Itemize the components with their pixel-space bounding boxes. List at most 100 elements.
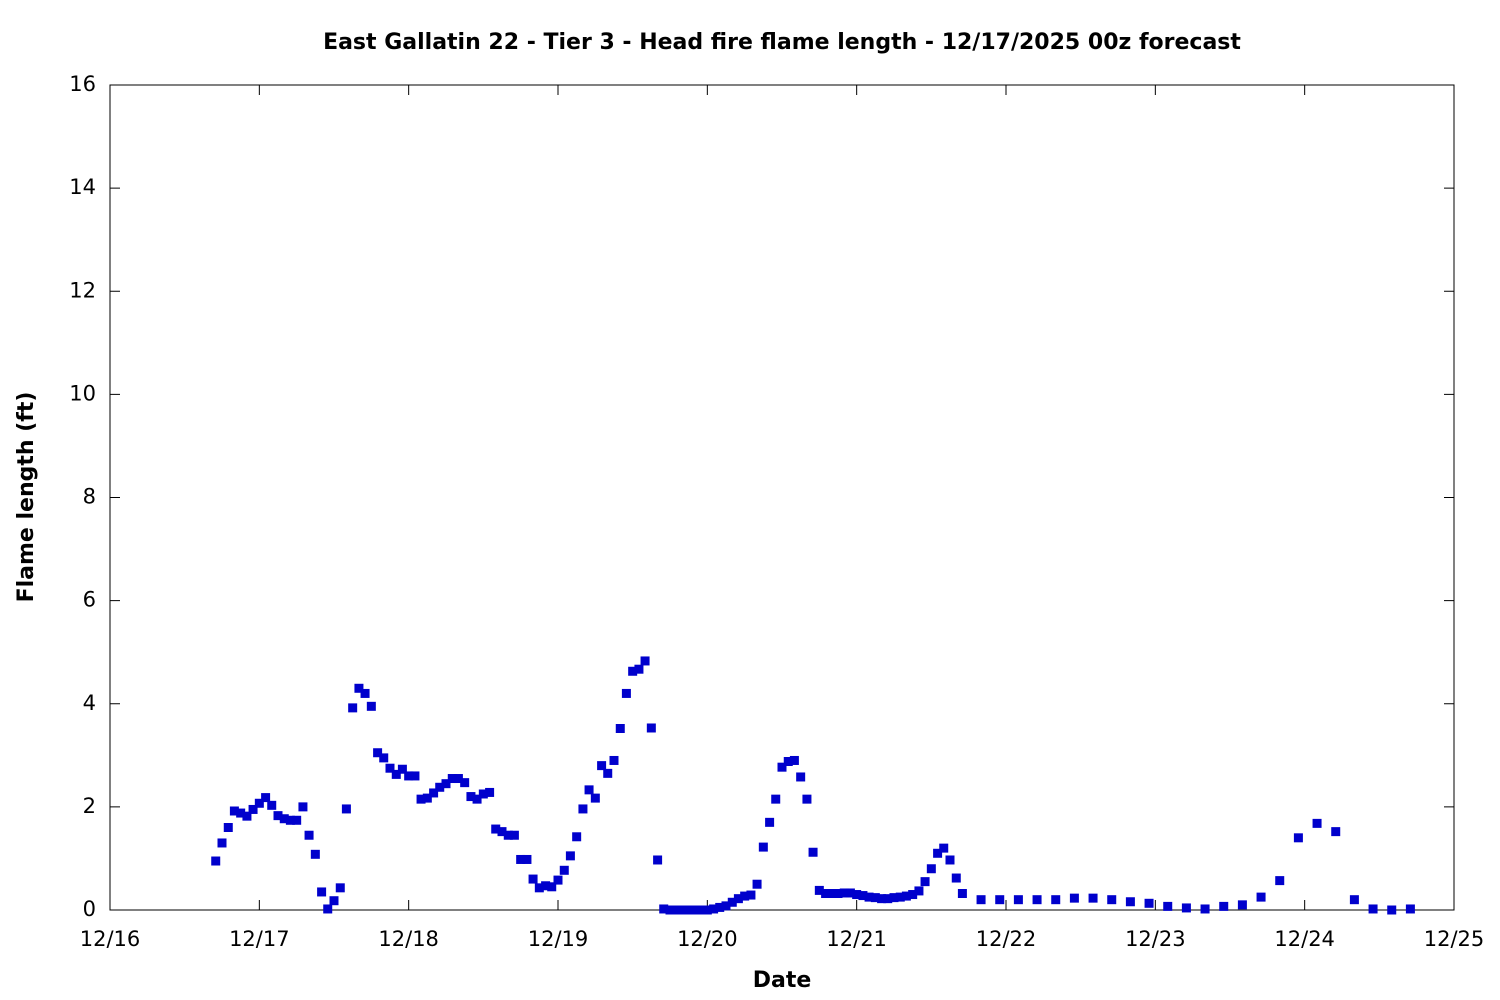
y-tick-label: 12 (69, 278, 96, 302)
data-point (254, 798, 264, 808)
data-point (236, 808, 246, 818)
data-point (385, 763, 395, 773)
data-point (522, 854, 532, 864)
data-point (534, 883, 544, 893)
data-point (335, 883, 345, 893)
data-point (516, 854, 526, 864)
data-point (304, 830, 314, 840)
data-point (740, 891, 750, 901)
data-point (447, 774, 457, 784)
x-tick-label: 12/18 (378, 927, 439, 951)
data-point (696, 905, 706, 915)
data-point (341, 804, 351, 814)
data-point (777, 762, 787, 772)
data-point (957, 889, 967, 898)
data-point (491, 824, 501, 834)
data-point (852, 890, 862, 900)
data-point (379, 753, 389, 763)
data-point (279, 814, 289, 824)
data-point (939, 843, 949, 853)
data-point (883, 894, 893, 904)
x-tick-label: 12/19 (528, 927, 589, 951)
data-point (1163, 901, 1173, 911)
data-point (802, 794, 812, 804)
data-point (261, 793, 271, 803)
data-point (559, 865, 569, 875)
data-point (758, 842, 768, 852)
x-tick-label: 12/23 (1125, 927, 1186, 951)
data-point (478, 789, 488, 799)
data-point (646, 723, 656, 733)
data-point (839, 888, 849, 898)
data-point (1405, 904, 1415, 914)
data-point (609, 755, 619, 765)
data-point (858, 891, 868, 901)
x-tick-label: 12/16 (80, 927, 141, 951)
data-point (329, 896, 339, 906)
data-point (360, 688, 370, 698)
data-point (864, 892, 874, 902)
data-point (1256, 892, 1266, 902)
data-point (845, 888, 855, 898)
data-point (373, 748, 383, 758)
data-point (628, 666, 638, 676)
data-point (727, 897, 737, 907)
x-axis-label: Date (753, 968, 812, 993)
data-point (783, 757, 793, 766)
data-point (572, 832, 582, 842)
data-point (665, 905, 675, 915)
data-point (1125, 897, 1135, 907)
data-point (603, 768, 613, 778)
data-point (933, 848, 943, 858)
data-point (821, 889, 831, 898)
data-point (677, 905, 687, 915)
data-point (640, 656, 650, 666)
data-point (267, 800, 277, 810)
data-point (211, 856, 221, 866)
data-point (908, 890, 918, 900)
data-point (1312, 818, 1322, 828)
y-tick-label: 6 (83, 588, 96, 612)
data-point (808, 847, 818, 857)
data-point (684, 905, 694, 915)
data-point (901, 891, 911, 901)
data-point (292, 815, 302, 825)
y-tick-label: 10 (69, 381, 96, 405)
data-point (404, 771, 414, 781)
data-point (634, 664, 644, 674)
data-point (466, 792, 476, 802)
data-point (1144, 898, 1154, 908)
data-point (348, 703, 358, 713)
data-point (653, 855, 663, 865)
data-point (229, 806, 239, 816)
data-point (391, 769, 401, 779)
data-point (1200, 904, 1210, 914)
data-point (453, 774, 463, 784)
data-point (1107, 895, 1117, 905)
y-tick-label: 8 (83, 485, 96, 509)
y-tick-label: 4 (83, 691, 96, 715)
data-point (877, 894, 887, 904)
data-point (509, 830, 519, 840)
data-point (472, 794, 482, 804)
data-point (702, 905, 712, 915)
data-point (1275, 876, 1285, 886)
data-point (323, 904, 333, 914)
data-point (746, 890, 756, 900)
x-tick-label: 12/24 (1274, 927, 1335, 951)
data-point (366, 701, 376, 711)
data-point (1032, 895, 1042, 905)
data-point (945, 855, 955, 865)
data-point (1219, 901, 1229, 911)
data-point (1013, 895, 1023, 905)
data-point (920, 877, 930, 887)
data-point (223, 823, 233, 832)
y-tick-label: 16 (69, 72, 96, 96)
data-point (1051, 895, 1061, 905)
data-point (690, 905, 700, 915)
data-point (528, 874, 538, 884)
chart-title: East Gallatin 22 - Tier 3 - Head fire fl… (323, 30, 1241, 55)
data-point (273, 811, 283, 821)
data-point (914, 886, 924, 896)
y-tick-label: 14 (69, 175, 96, 199)
